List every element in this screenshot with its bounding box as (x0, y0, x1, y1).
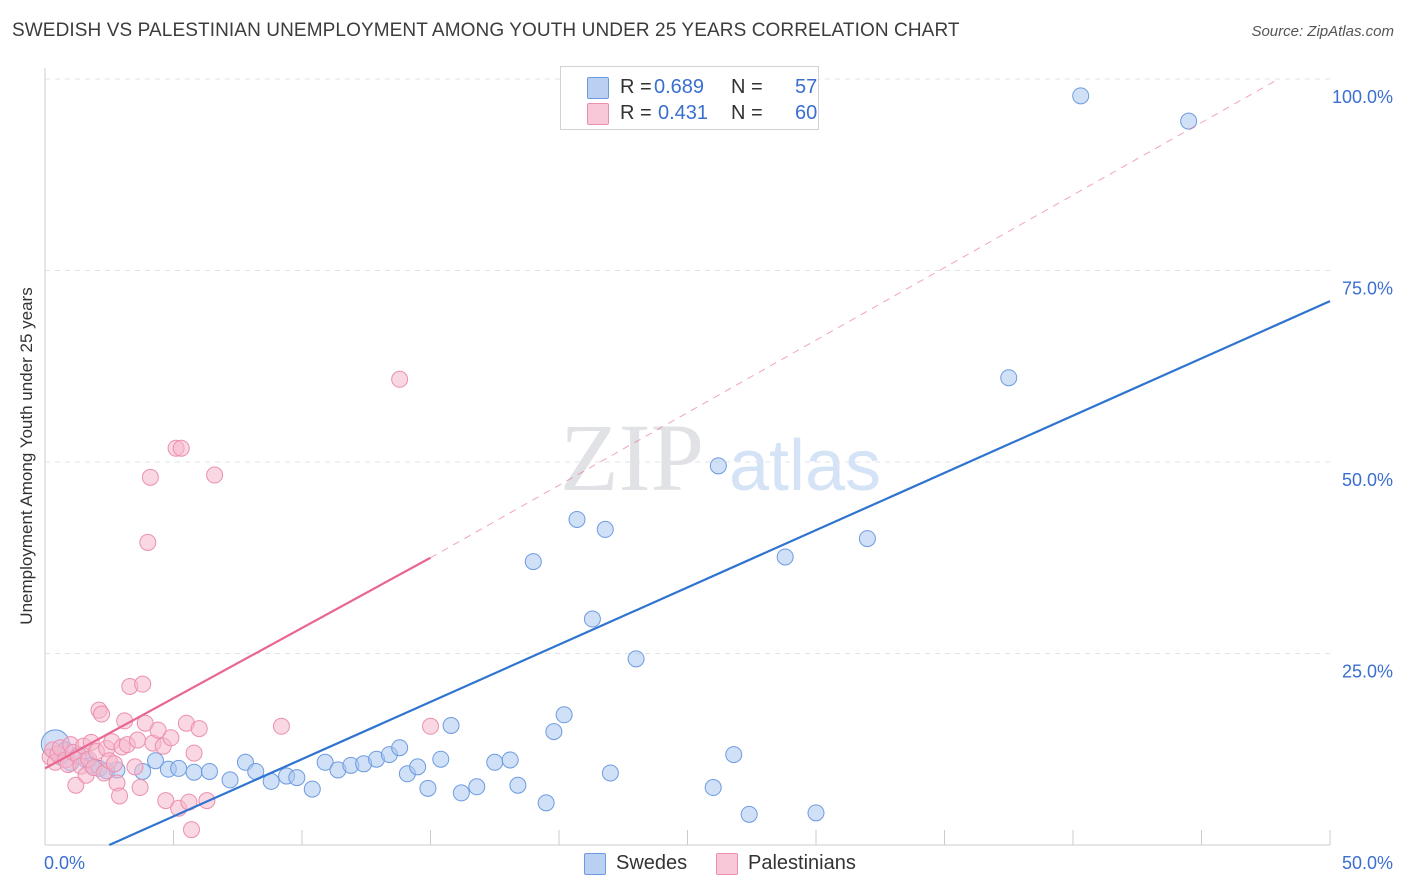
palestinians-point (157, 792, 175, 810)
palestinians-point (149, 721, 167, 739)
source-label: Source: ZipAtlas.com (1251, 23, 1394, 40)
swedes-point (807, 804, 825, 822)
swedes-point (583, 610, 601, 628)
swedes-point (1180, 112, 1198, 130)
swedes-point (419, 779, 437, 797)
swedes-point (524, 553, 542, 571)
palestinians-point (129, 731, 147, 749)
x-tick-label: 0.0% (44, 853, 85, 873)
swedes-point (555, 706, 573, 724)
bottom-legend-label-palestinians: Palestinians (748, 852, 856, 874)
y-tick-label: 50.0% (1342, 470, 1393, 490)
swedes-point (725, 746, 743, 764)
swedes-point (409, 758, 427, 776)
swedes-point (501, 751, 519, 769)
swedes-point (432, 750, 450, 768)
legend-r-value: 0.689 (654, 76, 705, 98)
swedes-point (627, 650, 645, 668)
swedes-point (486, 753, 504, 771)
palestinians-point (190, 720, 208, 738)
swedes-point (545, 723, 563, 741)
palestinians-point (93, 705, 111, 723)
watermark-zip: ZIP (560, 404, 704, 511)
legend-r-value: 0.431 (658, 102, 709, 124)
bottom-legend-swatch-swedes (584, 853, 606, 875)
swedes-point (185, 763, 203, 781)
swedes-point (1072, 87, 1090, 105)
swedes-point (568, 510, 586, 528)
swedes-point (509, 776, 527, 794)
swedes-trend-line (108, 300, 1331, 847)
legend-n-value: 60 (795, 102, 818, 124)
legend-swatch-swedes (587, 77, 609, 99)
palestinians-trend-line (44, 556, 432, 770)
swedes-point (391, 739, 409, 757)
palestinians-point (206, 466, 224, 484)
swedes-point (740, 805, 758, 823)
swedes-point (221, 771, 239, 789)
swedes-point (776, 548, 794, 566)
palestinians-point (182, 821, 200, 839)
palestinians-point (422, 717, 439, 735)
legend-n-value: 57 (795, 76, 818, 98)
legend-n-label: N = (731, 102, 763, 124)
swedes-point (316, 753, 334, 771)
correlation-legend: R = 0.689 N = 57 R = 0.431 N = 60 (560, 66, 819, 130)
legend-n-label: N = (731, 76, 763, 98)
palestinians-point (391, 370, 409, 388)
y-tick-label: 75.0% (1342, 279, 1393, 299)
x-tick-label: 50.0% (1342, 853, 1393, 873)
palestinians-point (162, 729, 180, 747)
swedes-point (442, 717, 460, 735)
palestinians-point (67, 776, 85, 794)
swedes-point (147, 752, 165, 770)
palestinians-point (126, 758, 144, 776)
swedes-point (601, 764, 619, 782)
swedes-point (468, 778, 486, 796)
palestinians-point (111, 787, 129, 805)
swedes-point (452, 784, 470, 802)
chart-title: SWEDISH VS PALESTINIAN UNEMPLOYMENT AMON… (12, 20, 960, 41)
legend-swatch-palestinians (587, 103, 609, 125)
swedes-point (709, 457, 727, 475)
bottom-legend-label-swedes: Swedes (616, 852, 688, 874)
palestinians-trend-extension (430, 78, 1279, 559)
swedes-point (537, 794, 555, 812)
palestinians-point (131, 779, 149, 797)
palestinians-point (134, 675, 152, 693)
y-tick-label: 25.0% (1342, 662, 1393, 682)
legend-r-label: R = (620, 102, 652, 124)
palestinians-point (139, 533, 157, 551)
palestinians-point (141, 468, 159, 486)
palestinians-point (105, 755, 123, 773)
swedes-point (704, 779, 722, 797)
swedes-point (303, 780, 321, 798)
swedes-point (200, 762, 218, 780)
swedes-point (858, 530, 876, 548)
y-tick-label: 100.0% (1332, 87, 1393, 107)
legend-r-label: R = (620, 76, 652, 98)
swedes-point (288, 769, 306, 787)
bottom-legend-swatch-palestinians (716, 853, 738, 875)
palestinians-point (172, 439, 190, 457)
y-axis-label: Unemployment Among Youth under 25 years (17, 287, 36, 625)
palestinians-point (185, 744, 203, 762)
swedes-point (1000, 369, 1018, 387)
swedes-point (596, 520, 614, 538)
palestinians-point (272, 717, 290, 735)
swedes-point (170, 759, 188, 777)
watermark-atlas: atlas (729, 426, 881, 506)
